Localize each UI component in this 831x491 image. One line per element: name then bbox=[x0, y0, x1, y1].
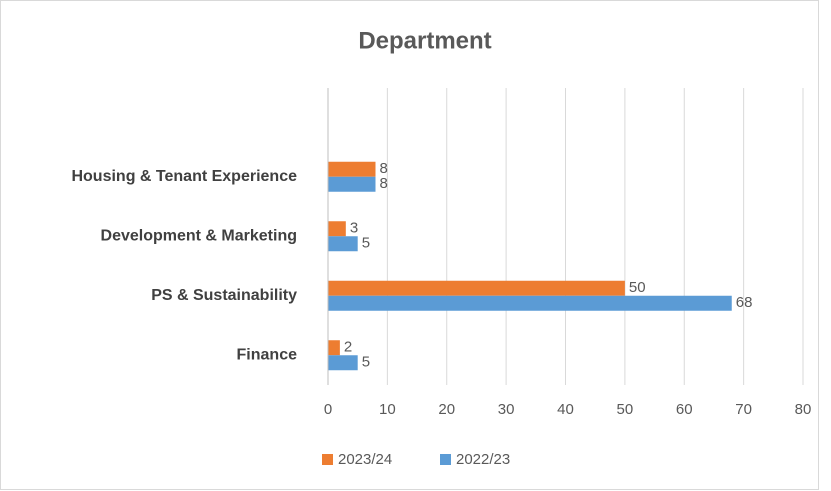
data-label: 5 bbox=[362, 235, 370, 252]
data-label: 3 bbox=[350, 220, 358, 237]
x-tick-label: 0 bbox=[324, 401, 332, 418]
legend-swatch bbox=[322, 454, 333, 465]
x-tick-label: 50 bbox=[617, 401, 634, 418]
bar bbox=[328, 161, 376, 177]
data-label: 50 bbox=[629, 279, 646, 296]
data-label: 8 bbox=[380, 175, 388, 192]
y-tick-label: PS & Sustainability bbox=[151, 287, 297, 304]
x-tick-label: 80 bbox=[795, 401, 812, 418]
bar bbox=[328, 221, 346, 237]
legend-label: 2022/23 bbox=[456, 451, 510, 468]
bar bbox=[328, 236, 358, 252]
data-label: 2 bbox=[344, 339, 352, 356]
legend-label: 2023/24 bbox=[338, 451, 392, 468]
x-tick-label: 30 bbox=[498, 401, 515, 418]
bar bbox=[328, 176, 376, 192]
x-tick-label: 10 bbox=[379, 401, 396, 418]
y-tick-label: Development & Marketing bbox=[101, 227, 297, 244]
y-tick-label: Finance bbox=[237, 346, 298, 363]
x-tick-label: 20 bbox=[438, 401, 455, 418]
x-tick-label: 60 bbox=[676, 401, 693, 418]
bar bbox=[328, 340, 340, 356]
bar bbox=[328, 280, 625, 296]
y-tick-label: Housing & Tenant Experience bbox=[71, 168, 297, 185]
bar bbox=[328, 355, 358, 371]
data-label: 8 bbox=[380, 160, 388, 177]
data-label: 5 bbox=[362, 354, 370, 371]
x-tick-label: 70 bbox=[735, 401, 752, 418]
chart-title: Department bbox=[358, 27, 491, 54]
x-tick-label: 40 bbox=[557, 401, 574, 418]
bar bbox=[328, 295, 732, 311]
data-label: 68 bbox=[736, 294, 753, 311]
legend-swatch bbox=[440, 454, 451, 465]
